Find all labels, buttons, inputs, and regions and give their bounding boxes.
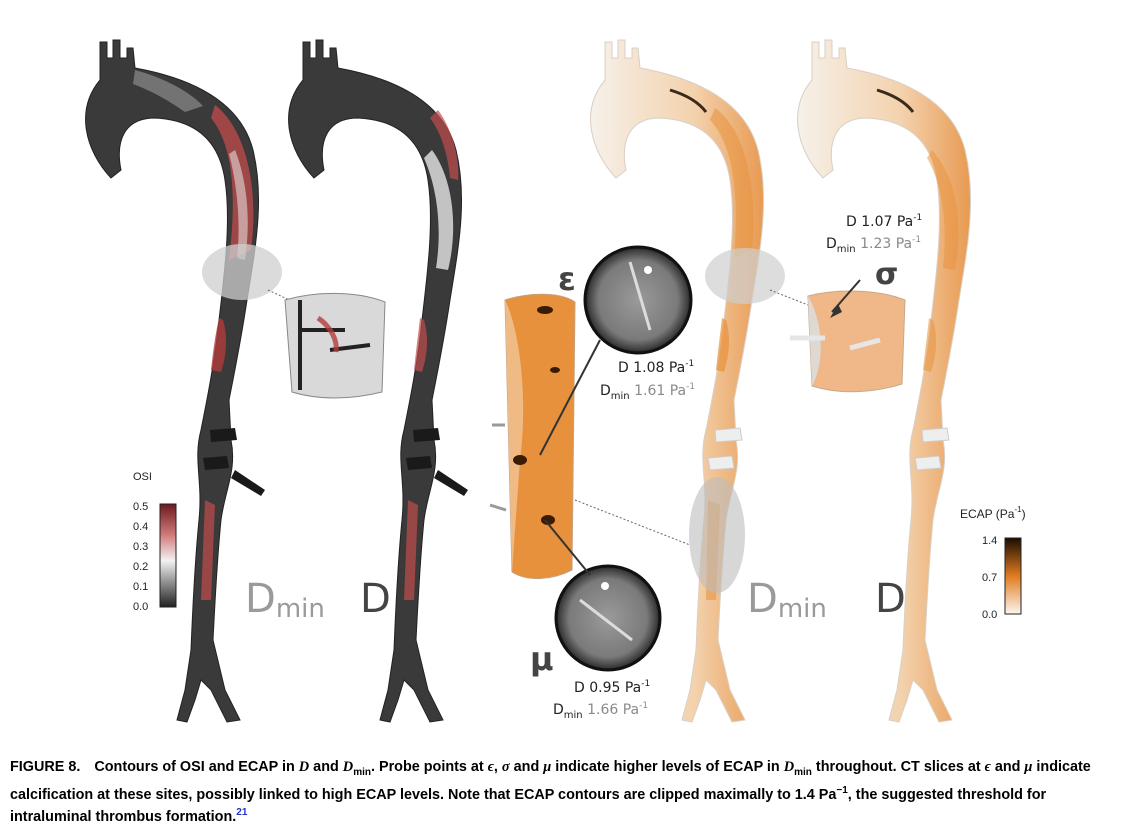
- probe-sigma-symbol: σ: [875, 257, 898, 292]
- caption-dmin: D: [783, 759, 795, 775]
- osi-tick-label: 0.4: [133, 521, 148, 533]
- ecap-zoom-inset: [807, 290, 906, 393]
- svg-text:D 1.08 Pa-1: D 1.08 Pa-1: [618, 359, 694, 376]
- caption-text: . Probe points at: [370, 759, 488, 775]
- caption-mu: μ: [1024, 759, 1033, 775]
- ct-slice-epsilon: [583, 245, 693, 355]
- ecap-colorbar-ticks: 1.4 0.7 0.0: [982, 535, 997, 621]
- osi-tick-label: 0.5: [133, 501, 148, 513]
- svg-text:D 0.95 Pa-1: D 0.95 Pa-1: [574, 679, 650, 696]
- osi-d-aorta: [288, 39, 468, 723]
- osi-tick-label: 0.0: [133, 601, 148, 613]
- caption-sigma: σ: [501, 759, 510, 775]
- caption-epsilon: ϵ: [487, 759, 494, 775]
- svg-text:Dmin 1.66 Pa-1: Dmin 1.66 Pa-1: [553, 701, 648, 721]
- probe-mu-symbol: μ: [530, 640, 554, 678]
- osi-colorbar-ticks: 0.5 0.4 0.3 0.2 0.1 0.0: [133, 501, 148, 613]
- caption-text: and: [309, 759, 343, 775]
- osi-tick-label: 0.2: [133, 561, 148, 573]
- caption-sub: min: [794, 766, 812, 778]
- caption-text: indicate calcification at these sites, p…: [10, 759, 1091, 803]
- caption-reference-link[interactable]: 21: [236, 806, 248, 818]
- caption-text: ,: [493, 759, 502, 775]
- caption-label: FIGURE 8.: [10, 759, 81, 775]
- svg-text:Dmin 1.61 Pa-1: Dmin 1.61 Pa-1: [600, 382, 695, 402]
- osi-tick-label: 0.3: [133, 541, 148, 553]
- caption-text: and: [509, 759, 544, 775]
- figure-8: OSI 0.5 0.4 0.3 0.2 0.1 0.0 Dmin D ε: [85, 39, 1026, 723]
- probe-region-sigma-ecap: [705, 248, 785, 304]
- caption-mu: μ: [543, 759, 552, 775]
- label-dmin-osi: Dmin: [245, 576, 325, 624]
- caption-text: throughout. CT slices at: [811, 759, 985, 775]
- ecap-colorbar: ECAP (Pa-1) 1.4 0.7 0.0: [960, 505, 1026, 621]
- caption-dmin: D: [342, 759, 354, 775]
- epsilon-segment-inset: [504, 293, 576, 580]
- ct-slice-mu: [554, 564, 662, 672]
- ecap-colorbar-title: ECAP (Pa-1): [960, 505, 1026, 521]
- ecap-tick-label: 1.4: [982, 535, 997, 547]
- caption-sub: min: [353, 766, 371, 778]
- caption-text: indicate higher levels of ECAP in: [551, 759, 784, 775]
- probe-epsilon-values: D 1.08 Pa-1 Dmin 1.61 Pa-1: [600, 359, 695, 402]
- svg-text:D 1.07 Pa-1: D 1.07 Pa-1: [846, 213, 922, 230]
- caption-epsilon: ϵ: [984, 759, 991, 775]
- probe-region-mu-ecap: [689, 477, 745, 593]
- ecap-d-aorta: [797, 39, 972, 723]
- probe-epsilon-symbol: ε: [558, 260, 576, 298]
- label-d-osi: D: [360, 576, 391, 622]
- caption-sup: −1: [836, 784, 848, 796]
- caption-d: D: [298, 759, 310, 775]
- probe-sigma-values: D 1.07 Pa-1 Dmin 1.23 Pa-1: [826, 213, 922, 255]
- caption-text: , the suggested threshold for intralumin…: [10, 786, 1047, 825]
- probe-mu-values: D 0.95 Pa-1 Dmin 1.66 Pa-1: [553, 679, 650, 721]
- figure-caption: FIGURE 8. Contours of OSI and ECAP in D a…: [10, 758, 1130, 825]
- osi-colorbar-title: OSI: [133, 471, 152, 483]
- caption-text: and: [990, 759, 1025, 775]
- ecap-tick-label: 0.7: [982, 572, 997, 584]
- caption-text: Contours of OSI and ECAP in: [94, 759, 299, 775]
- osi-colorbar: OSI 0.5 0.4 0.3 0.2 0.1 0.0: [133, 471, 177, 613]
- probe-region-sigma-osi: [202, 244, 282, 300]
- ecap-tick-label: 0.0: [982, 609, 997, 621]
- label-d-ecap: D: [875, 576, 906, 622]
- label-dmin-ecap: Dmin: [747, 576, 827, 624]
- osi-dmin-aorta: [85, 39, 265, 723]
- osi-tick-label: 0.1: [133, 581, 148, 593]
- svg-text:Dmin 1.23 Pa-1: Dmin 1.23 Pa-1: [826, 235, 921, 255]
